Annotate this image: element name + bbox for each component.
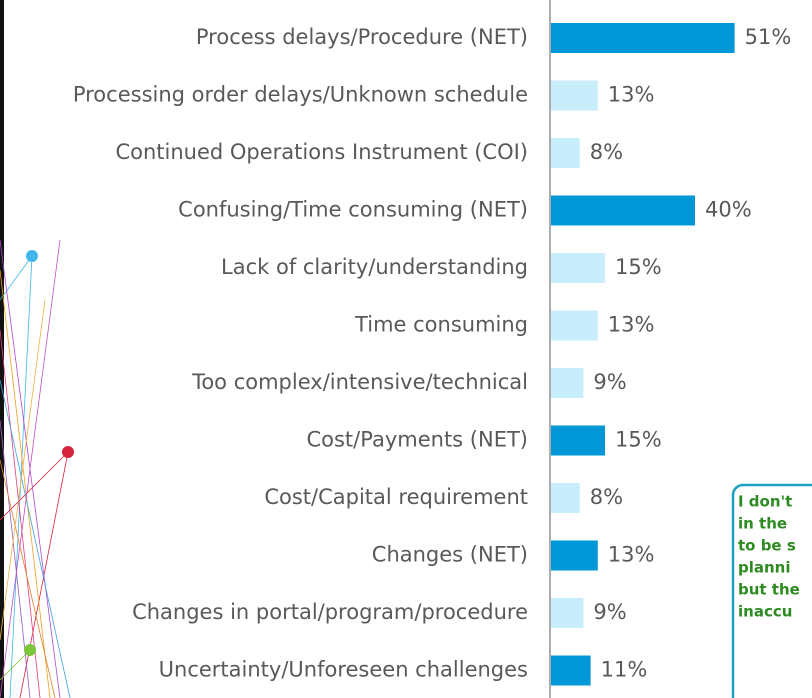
value-label: 15%: [615, 428, 662, 452]
string-line: [0, 239, 61, 698]
callout-text: I don't: [738, 493, 792, 511]
bar: [551, 655, 591, 686]
string-line: [0, 329, 41, 698]
value-label: 8%: [590, 485, 623, 509]
string-line: [0, 451, 69, 521]
value-label: 40%: [705, 198, 752, 222]
bar: [551, 540, 598, 571]
value-label: 8%: [590, 140, 623, 164]
callout-text: but the: [738, 581, 800, 599]
callout-box: [731, 483, 812, 698]
category-label: Cost/Payments (NET): [306, 428, 528, 452]
string-line: [0, 419, 31, 698]
value-label: 51%: [745, 25, 792, 49]
bar: [551, 195, 695, 226]
category-label: Confusing/Time consuming (NET): [178, 198, 528, 222]
value-label: 13%: [608, 313, 655, 337]
bar: [551, 483, 580, 513]
bar: [551, 310, 598, 341]
decoration: [0, 0, 74, 698]
string-line: [0, 459, 56, 698]
string-line: [0, 299, 46, 641]
value-label: 13%: [608, 543, 655, 567]
bar: [551, 598, 584, 628]
value-label: 13%: [608, 83, 655, 107]
string-line: [0, 269, 51, 698]
callout-text: in the: [738, 515, 787, 533]
callout-text: inaccu: [738, 603, 792, 621]
category-label: Changes in portal/program/procedure: [132, 600, 528, 624]
category-label: Too complex/intensive/technical: [191, 370, 528, 394]
category-label: Cost/Capital requirement: [264, 485, 528, 509]
value-label: 9%: [593, 600, 626, 624]
category-label: Continued Operations Instrument (COI): [115, 140, 528, 164]
value-label: 11%: [601, 658, 648, 682]
dot: [24, 644, 36, 656]
category-label: Processing order delays/Unknown schedule: [73, 83, 528, 107]
bar: [551, 80, 598, 111]
category-label: Process delays/Procedure (NET): [196, 25, 528, 49]
bar: [551, 425, 605, 456]
value-label: 9%: [593, 370, 626, 394]
string-line: [0, 379, 71, 698]
bar: [551, 368, 584, 398]
bar: [551, 23, 735, 53]
value-label: 15%: [615, 255, 662, 279]
callout-text: to be s: [738, 537, 796, 555]
category-label: Lack of clarity/understanding: [221, 255, 528, 279]
category-label: Uncertainty/Unforeseen challenges: [159, 658, 528, 682]
bar: [551, 138, 580, 168]
bar: [551, 253, 605, 283]
category-label: Time consuming: [354, 313, 528, 337]
string-line: [0, 255, 33, 301]
dot: [26, 250, 38, 262]
dot: [62, 446, 74, 458]
category-label: Changes (NET): [372, 543, 528, 567]
callout-text: planni: [738, 559, 791, 577]
